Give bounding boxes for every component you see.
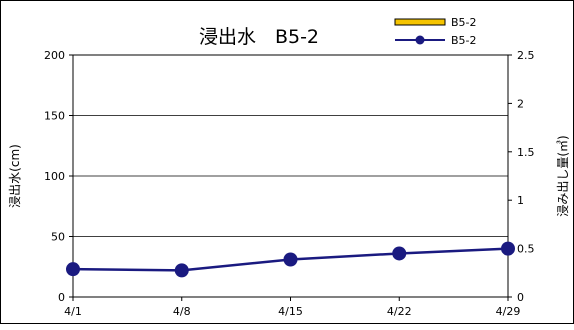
y-tick-label: 150 <box>44 110 65 123</box>
data-point <box>66 262 80 277</box>
x-tick-label: 4/15 <box>278 305 303 318</box>
y2-tick-label: 2 <box>517 97 524 110</box>
legend-bar-swatch <box>394 18 446 26</box>
legend-line-marker <box>415 35 425 45</box>
y-tick-label: 50 <box>51 231 65 244</box>
y2-axis-ticks: 0 0.5 1 1.5 2 2.5 <box>508 49 535 304</box>
data-point <box>174 263 189 278</box>
gridlines <box>73 115 508 237</box>
chart-title: 浸出水 B5-2 <box>199 26 319 48</box>
x-tick-label: 4/1 <box>64 305 82 318</box>
series-layer <box>66 241 515 278</box>
y-tick-label: 100 <box>44 170 65 183</box>
x-tick-label: 4/8 <box>173 305 191 318</box>
y2-tick-label: 1 <box>517 194 524 207</box>
y-axis-ticks: 0 50 100 150 200 <box>44 49 73 304</box>
y-axis-label: 浸出水(cm) <box>8 144 22 208</box>
y2-tick-label: 0 <box>517 291 524 304</box>
legend-bar-label: B5-2 <box>451 16 477 29</box>
x-tick-label: 4/22 <box>387 305 412 318</box>
x-tick-label: 4/29 <box>496 305 521 318</box>
y-tick-label: 200 <box>44 49 65 62</box>
data-point <box>501 241 515 256</box>
y2-axis-label: 浸み出し量(㎥) <box>556 135 570 216</box>
data-point <box>283 252 298 267</box>
y2-tick-label: 1.5 <box>517 146 535 159</box>
legend-line-label: B5-2 <box>451 34 477 47</box>
x-axis-ticks: 4/1 4/8 4/15 4/22 4/29 <box>64 297 520 318</box>
y-tick-label: 0 <box>58 291 65 304</box>
legend: B5-2 B5-2 <box>394 16 477 47</box>
data-point <box>392 246 407 261</box>
y2-tick-label: 2.5 <box>517 49 535 62</box>
y2-tick-label: 0.5 <box>517 243 535 256</box>
